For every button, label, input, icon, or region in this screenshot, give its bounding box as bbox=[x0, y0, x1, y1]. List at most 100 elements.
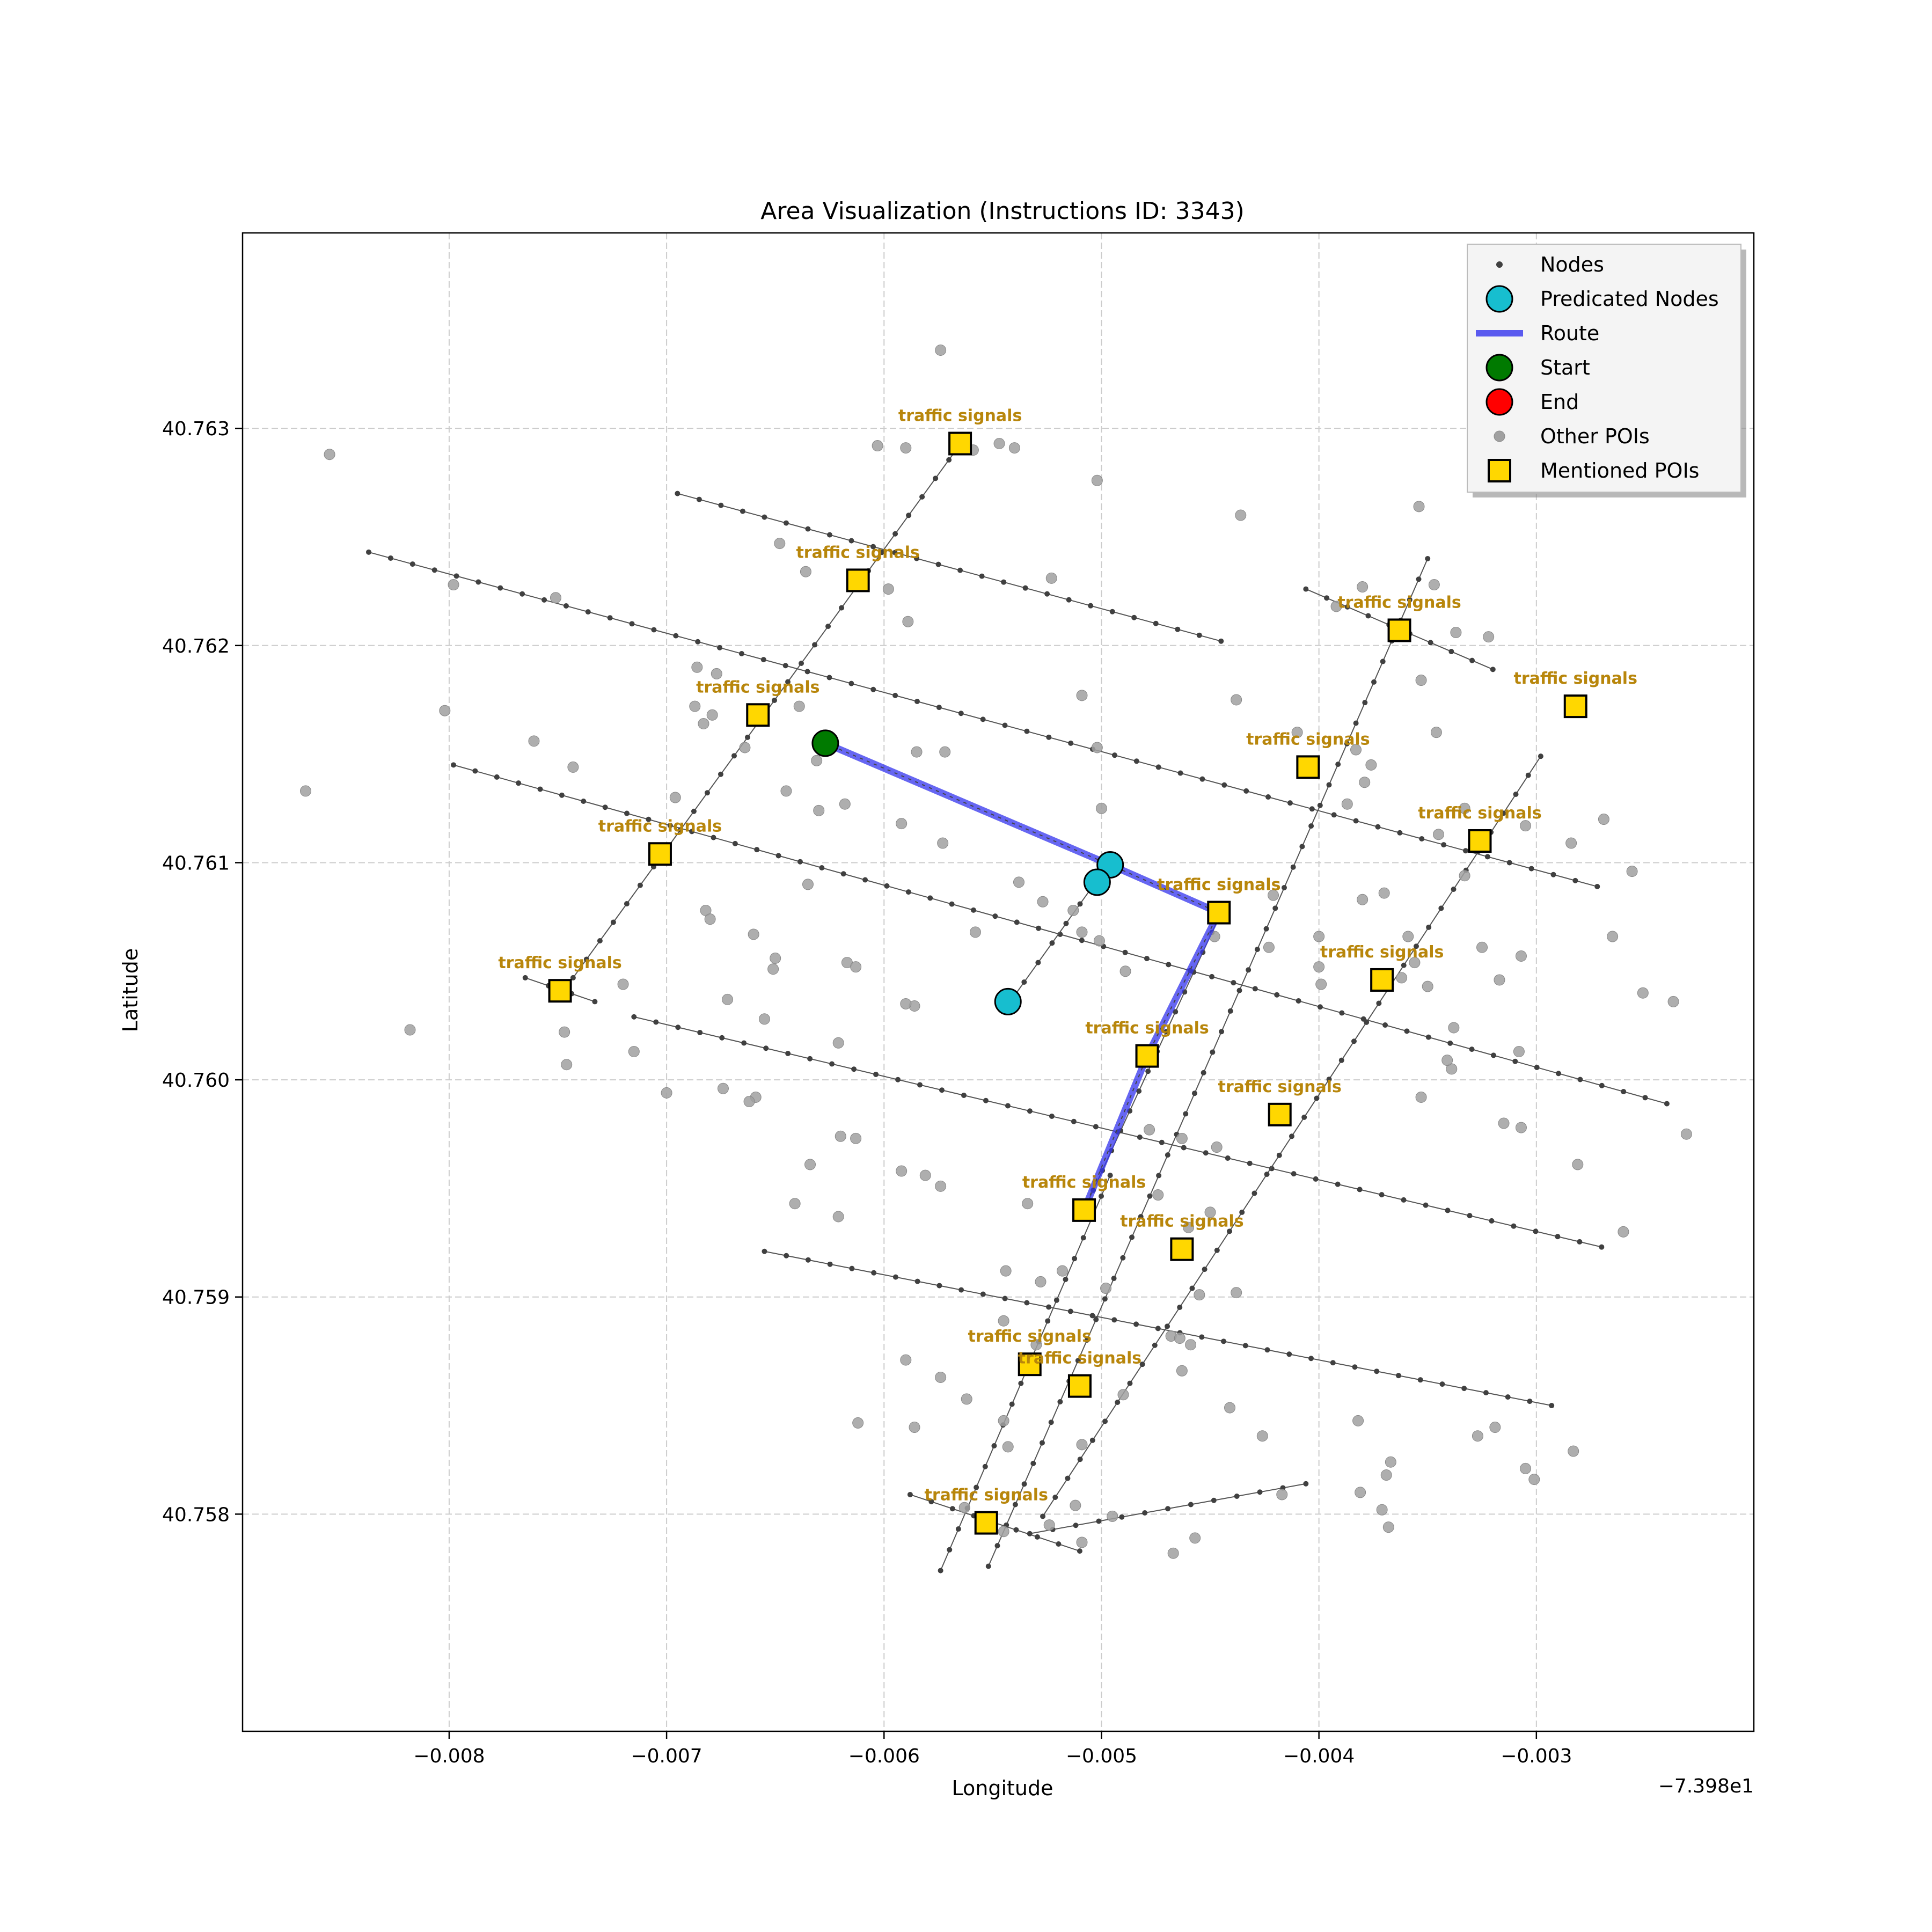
other-poi-point bbox=[770, 952, 781, 964]
other-poi-point bbox=[1174, 1333, 1185, 1344]
other-poi-point bbox=[1357, 894, 1368, 905]
node-point bbox=[1068, 740, 1074, 746]
node-point bbox=[1299, 844, 1305, 850]
node-point bbox=[1287, 800, 1293, 806]
node-point bbox=[1324, 595, 1330, 601]
node-point bbox=[1401, 962, 1407, 968]
node-point bbox=[1077, 1457, 1083, 1462]
node-point bbox=[1002, 1296, 1008, 1301]
node-point bbox=[1382, 1022, 1388, 1028]
node-point bbox=[1379, 1192, 1385, 1198]
node-point bbox=[1156, 1173, 1162, 1179]
node-point bbox=[585, 609, 591, 615]
node-point bbox=[1133, 1321, 1139, 1327]
node-point bbox=[1276, 1152, 1282, 1158]
node-point bbox=[1317, 802, 1323, 808]
mentioned-poi-label: traffic signals bbox=[968, 1327, 1092, 1346]
node-point bbox=[1512, 1058, 1518, 1064]
other-poi-point bbox=[1313, 961, 1325, 973]
legend-square-marker bbox=[1488, 459, 1511, 482]
node-point bbox=[1115, 1399, 1121, 1405]
node-point bbox=[1209, 974, 1215, 979]
node-point bbox=[1199, 776, 1205, 782]
node-point bbox=[1599, 1082, 1605, 1088]
node-point bbox=[763, 1045, 769, 1051]
node-point bbox=[1155, 764, 1161, 770]
other-poi-point bbox=[935, 1180, 947, 1192]
node-point bbox=[754, 847, 760, 853]
node-point bbox=[1056, 1541, 1062, 1547]
node-point bbox=[1144, 956, 1150, 962]
node-point bbox=[1439, 1381, 1445, 1387]
node-point bbox=[784, 1253, 789, 1258]
node-point bbox=[760, 657, 766, 663]
node-point bbox=[1376, 1000, 1382, 1006]
other-poi-point bbox=[1376, 1504, 1388, 1516]
other-poi-point bbox=[1498, 1117, 1510, 1129]
node-point bbox=[1111, 1317, 1117, 1323]
node-point bbox=[892, 692, 898, 698]
node-point bbox=[1001, 579, 1007, 585]
node-point bbox=[1035, 960, 1041, 965]
node-point bbox=[946, 457, 952, 463]
other-poi-point bbox=[1204, 1206, 1216, 1218]
other-poi-point bbox=[1472, 1430, 1483, 1442]
other-poi-point bbox=[1231, 1287, 1242, 1299]
node-point bbox=[519, 591, 525, 597]
other-poi-point bbox=[793, 700, 805, 712]
node-point bbox=[812, 642, 818, 648]
node-point bbox=[1362, 700, 1368, 706]
other-poi-point bbox=[1428, 579, 1440, 591]
node-point bbox=[825, 624, 831, 630]
node-point bbox=[1290, 864, 1296, 870]
y-axis-label: Latitude bbox=[119, 948, 142, 1032]
mentioned-poi-marker bbox=[1268, 1102, 1292, 1126]
node-point bbox=[1177, 1304, 1183, 1310]
node-point bbox=[1024, 1300, 1030, 1306]
mentioned-poi-label: traffic signals bbox=[1018, 1349, 1141, 1368]
node-point bbox=[1352, 1364, 1358, 1370]
other-poi-point bbox=[1515, 950, 1527, 962]
other-poi-point bbox=[1352, 1415, 1364, 1426]
node-point bbox=[653, 1019, 659, 1025]
other-poi-point bbox=[1224, 1402, 1236, 1414]
node-point bbox=[1425, 1034, 1431, 1040]
node-point bbox=[1084, 1337, 1090, 1343]
node-point bbox=[631, 1014, 637, 1020]
other-poi-point bbox=[900, 442, 912, 454]
x-tick-label: −0.008 bbox=[413, 1745, 485, 1767]
mentioned-poi-label: traffic signals bbox=[1337, 593, 1461, 612]
node-point bbox=[1046, 734, 1052, 740]
node-point bbox=[1556, 1071, 1562, 1077]
node-point bbox=[1375, 824, 1381, 830]
node-point bbox=[1309, 806, 1315, 812]
other-poi-point bbox=[1076, 926, 1088, 938]
other-poi-point bbox=[902, 616, 914, 627]
node-point bbox=[1063, 920, 1069, 926]
other-poi-point bbox=[1357, 581, 1368, 593]
mentioned-poi-marker bbox=[1370, 968, 1394, 992]
node-point bbox=[980, 1291, 986, 1297]
other-poi-point bbox=[900, 998, 912, 1009]
node-point bbox=[1165, 1506, 1171, 1512]
other-poi-point bbox=[1565, 837, 1577, 849]
mentioned-poi-marker bbox=[548, 979, 572, 1003]
node-point bbox=[581, 798, 587, 804]
node-point bbox=[892, 550, 898, 555]
node-point bbox=[1219, 1029, 1225, 1035]
node-point bbox=[1401, 1197, 1407, 1203]
node-point bbox=[1490, 667, 1496, 672]
node-point bbox=[1030, 1460, 1036, 1466]
other-poi-point bbox=[1022, 1198, 1034, 1210]
node-point bbox=[1199, 1334, 1205, 1340]
other-poi-point bbox=[1441, 1055, 1453, 1066]
node-point bbox=[472, 768, 478, 774]
node-point bbox=[804, 669, 810, 675]
node-point bbox=[870, 544, 876, 550]
node-point bbox=[1049, 1113, 1055, 1119]
node-point bbox=[697, 1029, 703, 1035]
node-point bbox=[1533, 1228, 1539, 1234]
other-poi-point bbox=[404, 1024, 416, 1036]
other-poi-point bbox=[628, 1045, 640, 1057]
mentioned-poi-marker bbox=[1135, 1044, 1159, 1068]
